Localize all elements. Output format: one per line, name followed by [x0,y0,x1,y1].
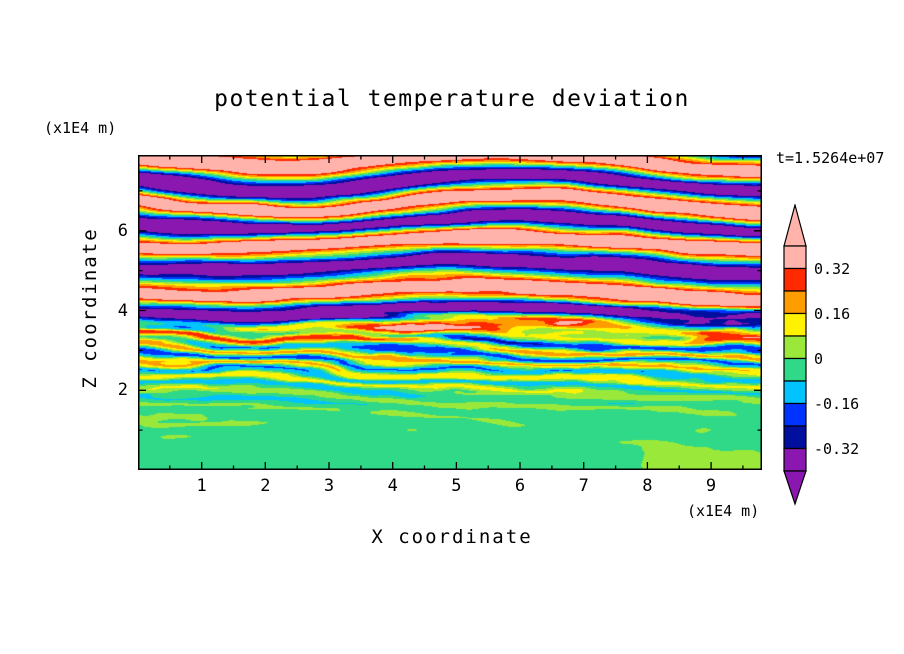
y-axis-title: Z coordinate [79,227,101,389]
x-tick-label: 1 [196,476,207,496]
colorbar-segment [783,245,807,270]
colorbar-tick-label: 0.32 [814,259,851,278]
colorbar-segment [783,425,807,450]
x-tick-label: 5 [451,476,462,496]
time-annotation: t=1.5264e+07 [776,149,885,167]
colorbar-segment [783,312,807,337]
colorbar [783,204,807,506]
colorbar-segment [783,335,807,360]
plot-border [138,155,762,470]
y-tick-label: 6 [117,220,128,241]
colorbar-tick-label: 0 [814,349,824,368]
x-axis-unit-label: (x1E4 m) [687,502,760,520]
x-tick-label: 8 [642,476,653,496]
x-tick-label: 3 [323,476,335,496]
colorbar-tick-label: -0.32 [814,439,860,458]
colorbar-segment [783,290,807,315]
colorbar-segment [783,357,807,382]
plot-frame [138,155,762,470]
x-tick-label: 9 [705,476,717,496]
colorbar-segment [783,402,807,427]
colorbar-up-arrow [783,204,807,247]
x-axis-title: X coordinate [371,526,533,548]
colorbar-tick-label: -0.16 [814,394,860,413]
axis-ticks [138,155,762,470]
colorbar-down-arrow [783,470,807,506]
chart-title: potential temperature deviation [214,86,690,112]
plot-area [138,155,762,470]
y-tick-label: 2 [117,380,128,401]
x-tick-label: 2 [260,476,271,496]
contour-field-canvas [138,155,762,470]
x-tick-label: 4 [387,476,398,496]
x-tick-label: 7 [578,476,589,496]
colorbar-segment [783,267,807,292]
x-tick-label: 6 [514,476,526,496]
colorbar-tick-label: 0.16 [814,304,851,323]
y-axis-unit-label: (x1E4 m) [44,119,117,137]
colorbar-segment [783,447,807,472]
y-tick-label: 4 [117,300,128,321]
colorbar-segment [783,380,807,405]
